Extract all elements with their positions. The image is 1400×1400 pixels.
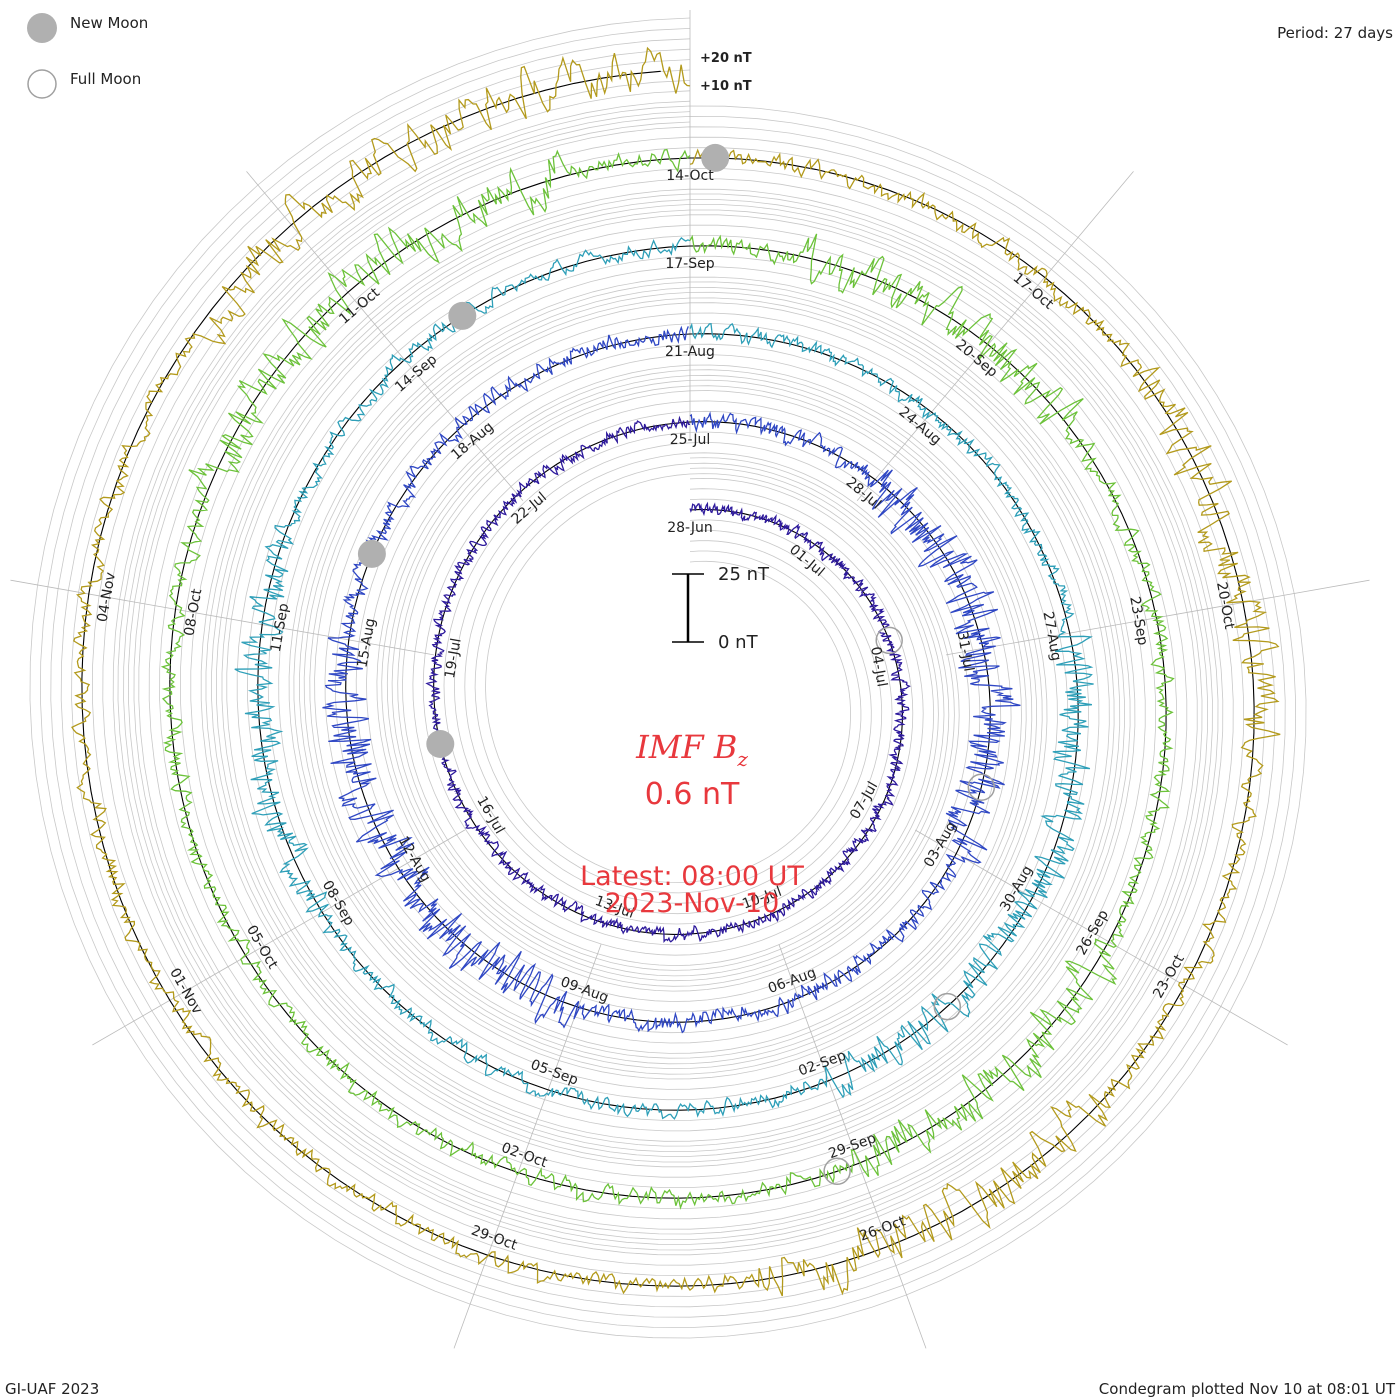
date-label: 23-Sep — [1126, 595, 1150, 646]
grid-spiral — [50, 38, 1286, 1318]
full-moon-marker — [823, 1157, 851, 1186]
date-label: 14-Oct — [666, 168, 714, 184]
new-moon-icon — [27, 13, 57, 43]
date-label: 21-Aug — [665, 344, 715, 360]
new-moon-marker — [357, 539, 386, 568]
date-label: 11-Oct — [336, 284, 383, 327]
period-label: Period: 27 days — [1277, 24, 1393, 42]
footer-plot-time: Condegram plotted Nov 10 at 08:01 UT — [1099, 1380, 1396, 1398]
date-label: 15-Aug — [354, 617, 378, 669]
date-label: 26-Sep — [1074, 907, 1113, 958]
date-label: 04-Jul — [867, 645, 890, 688]
spiral-grid — [29, 17, 1307, 1339]
date-label: 24-Aug — [896, 404, 945, 448]
date-label: 01-Jul — [786, 542, 827, 580]
date-label: 31-Jul — [954, 630, 977, 673]
date-label: 18-Aug — [448, 419, 497, 463]
radial-spoke — [915, 829, 1288, 1046]
series-turn-3 — [234, 236, 1094, 1120]
date-label: 19-Jul — [442, 637, 465, 680]
date-label: 04-Nov — [95, 571, 119, 623]
latest-time: Latest: 08:00 UT — [580, 861, 804, 892]
date-label: 05-Oct — [243, 923, 281, 973]
radial-spoke — [856, 171, 1134, 502]
grid-spiral — [112, 100, 1224, 1256]
quantity-value: 0.6 nT — [645, 777, 740, 812]
series-turn-2 — [322, 325, 1021, 1034]
full-moon-marker — [933, 992, 962, 1021]
scale-label-plus10: +10 nT — [700, 79, 752, 94]
grid-spiral — [29, 17, 1307, 1339]
grid-spiral — [102, 90, 1234, 1266]
radial-spoke — [92, 829, 465, 1046]
date-label: 17-Sep — [665, 256, 714, 272]
scale-bar — [672, 573, 704, 643]
date-label: 02-Sep — [796, 1048, 848, 1080]
grid-spiral — [123, 111, 1213, 1245]
radial-spoke — [946, 579, 1370, 656]
date-label: 28-Jun — [667, 520, 713, 536]
date-label: 05-Sep — [528, 1057, 580, 1089]
full-moon-icon — [27, 69, 57, 99]
date-label: 27-Aug — [1040, 610, 1064, 662]
new-moon-marker — [448, 301, 477, 330]
grid-spiral — [133, 121, 1203, 1235]
date-label: 17-Oct — [1010, 270, 1057, 313]
scale-bar-bottom-label: 0 nT — [718, 632, 759, 653]
date-label: 11-Sep — [268, 602, 292, 653]
grid-spiral — [39, 28, 1297, 1329]
grid-spiral — [71, 59, 1265, 1297]
radial-spokes — [10, 10, 1370, 1349]
radial-spoke — [246, 171, 524, 502]
date-label: 09-Aug — [558, 974, 610, 1006]
date-label: 26-Oct — [857, 1213, 908, 1244]
date-label: 02-Oct — [499, 1140, 550, 1171]
latest-date: 2023-Nov-10 — [605, 888, 780, 919]
full-moon-label: Full Moon — [70, 70, 141, 88]
grid-spiral — [60, 48, 1276, 1308]
date-label: 08-Sep — [319, 878, 358, 929]
baseline-spiral — [81, 70, 1255, 1287]
moon-markers — [357, 143, 996, 1186]
full-moon-marker — [875, 626, 903, 655]
radial-spoke — [778, 944, 927, 1349]
footer-credit: GI-UAF 2023 — [5, 1380, 99, 1398]
series-turn-1 — [425, 415, 911, 943]
date-label: 20-Oct — [1213, 581, 1237, 631]
new-moon-label: New Moon — [70, 14, 148, 32]
new-moon-marker — [701, 143, 730, 172]
full-moon-marker — [967, 773, 996, 801]
new-moon-marker — [426, 730, 455, 758]
quantity-title: IMF Bz — [635, 728, 748, 771]
scale-bar-top-label: 25 nT — [718, 564, 770, 585]
zero-baseline — [81, 70, 1255, 1287]
radial-spoke — [453, 944, 602, 1349]
date-label: 20-Sep — [952, 337, 1000, 381]
scale-label-plus20: +20 nT — [700, 51, 752, 66]
series-turn-4 — [160, 148, 1175, 1210]
date-label: 08-Oct — [181, 587, 205, 637]
date-label: 23-Oct — [1150, 952, 1188, 1002]
date-label: 14-Sep — [392, 352, 440, 396]
radial-spoke — [10, 579, 434, 656]
series-turn-5 — [71, 46, 1281, 1297]
date-label: 01-Nov — [166, 965, 205, 1016]
grid-spiral — [91, 80, 1245, 1277]
data-series — [71, 46, 1281, 1297]
date-label: 25-Jul — [670, 432, 711, 448]
date-label: 29-Oct — [469, 1223, 520, 1254]
